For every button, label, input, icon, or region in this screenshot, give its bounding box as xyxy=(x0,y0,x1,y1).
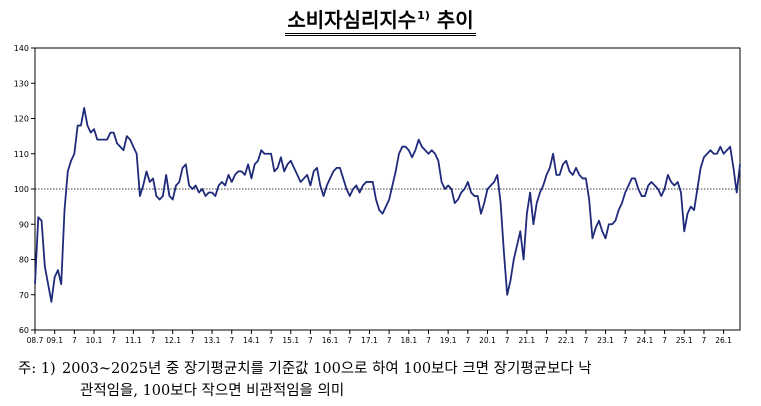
x-tick-label: 15.1 xyxy=(282,336,299,345)
x-tick-label: 7 xyxy=(151,336,156,345)
x-tick-label: 7 xyxy=(347,336,352,345)
x-tick-label: 09.1 xyxy=(46,336,63,345)
y-tick-label: 90 xyxy=(19,220,29,229)
x-tick-label: 24.1 xyxy=(637,336,654,345)
x-tick-label: 13.1 xyxy=(204,336,221,345)
y-tick-label: 140 xyxy=(14,44,29,53)
footnote-label: 주: 1) xyxy=(18,361,56,377)
x-tick-label: 14.1 xyxy=(243,336,260,345)
x-tick-label: 18.1 xyxy=(400,336,417,345)
y-tick-label: 110 xyxy=(14,150,29,159)
y-tick-label: 100 xyxy=(14,185,29,194)
x-tick-label: 7 xyxy=(308,336,313,345)
title-footnote-marker: 1) xyxy=(417,9,430,23)
y-tick-label: 70 xyxy=(19,291,29,300)
x-tick-label: 7 xyxy=(662,336,667,345)
x-tick-label: 19.1 xyxy=(440,336,457,345)
x-tick-label: 7 xyxy=(229,336,234,345)
x-tick-label: 26.1 xyxy=(715,336,732,345)
y-tick-label: 80 xyxy=(19,256,29,265)
x-tick-label: 12.1 xyxy=(164,336,181,345)
series-line xyxy=(34,107,741,303)
title-main: 소비자심리지수 xyxy=(287,8,417,32)
x-tick-label: 21.1 xyxy=(519,336,536,345)
x-tick-label: 7 xyxy=(269,336,274,345)
x-tick-label: 7 xyxy=(623,336,628,345)
x-tick-label: 7 xyxy=(426,336,431,345)
x-tick-label: 17.1 xyxy=(361,336,378,345)
x-tick-label: 7 xyxy=(544,336,549,345)
footnote: 주: 1) 2003~2025년 중 장기평균치를 기준값 100으로 하여 10… xyxy=(18,358,753,402)
x-tick-label: 08.7 xyxy=(27,336,44,345)
chart-title: 소비자심리지수1) 추이 xyxy=(0,4,761,36)
x-tick-label: 7 xyxy=(387,336,392,345)
y-tick-label: 120 xyxy=(14,115,29,124)
chart-title-text: 소비자심리지수1) 추이 xyxy=(285,4,476,36)
title-suffix: 추이 xyxy=(436,8,474,32)
x-tick-label: 7 xyxy=(190,336,195,345)
x-tick-label: 7 xyxy=(465,336,470,345)
x-tick-label: 20.1 xyxy=(479,336,496,345)
x-tick-label: 11.1 xyxy=(125,336,142,345)
x-tick-label: 22.1 xyxy=(558,336,575,345)
footnote-text-1: 2003~2025년 중 장기평균치를 기준값 100으로 하여 100보다 크… xyxy=(62,361,592,377)
x-tick-label: 23.1 xyxy=(597,336,614,345)
x-tick-label: 7 xyxy=(702,336,707,345)
y-tick-label: 60 xyxy=(19,326,29,335)
x-tick-label: 7 xyxy=(111,336,116,345)
x-tick-label: 7 xyxy=(505,336,510,345)
line-chart: 60 70 80 90 100 110 120 130 140 08.7 09.1 7 10.1 7 11.… xyxy=(14,44,741,345)
footnote-line-1: 주: 1) 2003~2025년 중 장기평균치를 기준값 100으로 하여 10… xyxy=(18,358,753,380)
footnote-line-2: 관적임을, 100보다 작으면 비관적임을 의미 xyxy=(80,383,345,399)
y-tick-label: 130 xyxy=(14,79,29,88)
x-tick-label: 16.1 xyxy=(322,336,339,345)
x-tick-label: 10.1 xyxy=(86,336,103,345)
x-tick-label: 25.1 xyxy=(676,336,693,345)
x-tick-label: 7 xyxy=(72,336,77,345)
x-tick-label: 7 xyxy=(583,336,588,345)
